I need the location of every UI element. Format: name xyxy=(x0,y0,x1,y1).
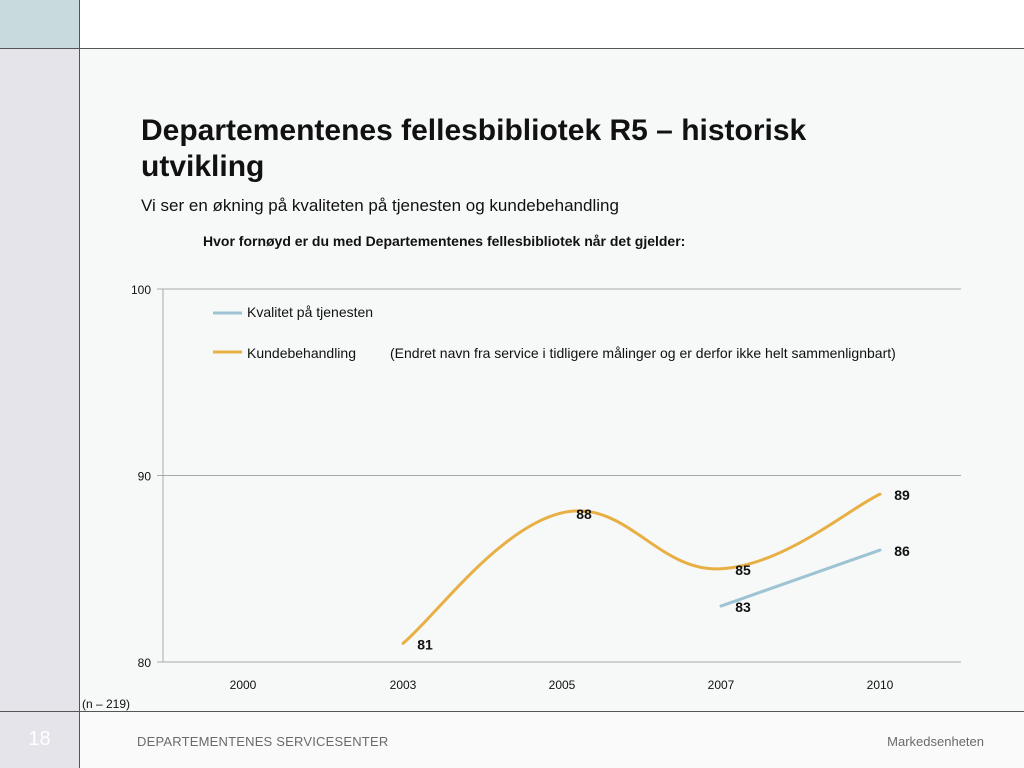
x-tick-label: 2000 xyxy=(230,678,257,692)
data-label: 83 xyxy=(735,599,751,615)
data-label: 85 xyxy=(735,562,751,578)
footer-area xyxy=(80,712,1024,768)
x-tick-label: 2007 xyxy=(708,678,735,692)
top-corner-block xyxy=(0,0,79,48)
top-bar xyxy=(80,0,1024,48)
sample-size-note: (n – 219) xyxy=(82,697,131,711)
legend-note: (Endret navn fra service i tidligere mål… xyxy=(390,345,896,361)
left-band xyxy=(0,0,79,768)
footer-organization: DEPARTEMENTENES SERVICESENTER xyxy=(137,734,389,749)
top-divider xyxy=(0,48,1024,49)
footer-department: Markedsenheten xyxy=(887,734,984,749)
chart-title: Hvor fornøyd er du med Departementenes f… xyxy=(203,233,685,249)
legend-label-kundebehandling: Kundebehandling xyxy=(247,345,356,361)
legend-label-kvalitet: Kvalitet på tjenesten xyxy=(247,304,373,320)
data-label: 81 xyxy=(417,636,433,652)
slide-number: 18 xyxy=(28,728,51,750)
y-tick-label: 100 xyxy=(131,283,151,297)
y-tick-label: 90 xyxy=(138,470,152,484)
y-tick-label: 80 xyxy=(138,656,152,670)
data-label: 86 xyxy=(894,543,910,559)
series-line-0 xyxy=(719,548,882,608)
data-label: 88 xyxy=(576,506,592,522)
slide-title: Departementenes fellesbibliotek R5 – his… xyxy=(141,114,807,183)
slide-subtitle: Vi ser en økning på kvaliteten på tjenes… xyxy=(141,196,619,215)
bottom-divider xyxy=(0,711,1024,712)
vertical-divider xyxy=(79,0,80,768)
x-tick-label: 2010 xyxy=(867,678,894,692)
x-tick-label: 2005 xyxy=(549,678,576,692)
data-label: 89 xyxy=(894,487,910,503)
x-tick-label: 2003 xyxy=(390,678,417,692)
series-line-1 xyxy=(401,492,882,645)
